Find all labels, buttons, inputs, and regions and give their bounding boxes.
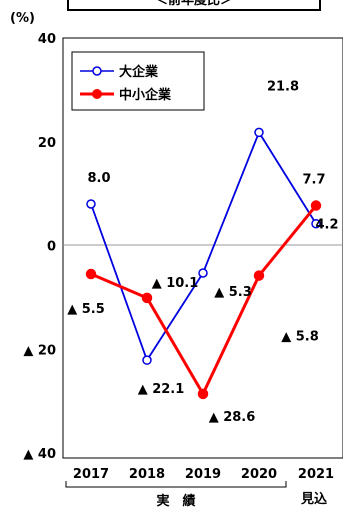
- data-point-sme: [85, 268, 97, 280]
- y-tick-label: ▲ 40: [23, 447, 56, 462]
- x-tick-label: 2021: [298, 467, 334, 482]
- legend: 大企業 中小企業: [71, 51, 205, 111]
- data-label-sme: ▲ 10.1: [152, 276, 199, 291]
- x-tick-label: 2018: [129, 467, 165, 482]
- plot-area-frame: [62, 37, 343, 459]
- y-axis-unit: (%): [10, 11, 35, 26]
- data-label-sme: ▲ 5.5: [67, 302, 105, 317]
- data-label-large: 4.2: [315, 218, 338, 233]
- data-point-sme: [197, 388, 209, 400]
- data-point-sme: [310, 200, 322, 211]
- y-tick-label: 40: [38, 32, 56, 47]
- legend-box: [71, 51, 205, 111]
- data-point-large: [198, 268, 208, 278]
- x-tick-label: 2017: [73, 467, 109, 482]
- data-label-sme: ▲ 28.6: [209, 410, 256, 425]
- data-label-sme: 7.7: [302, 173, 325, 188]
- x-tick-label: 2020: [241, 467, 277, 482]
- y-tick-label: ▲ 20: [23, 343, 56, 358]
- data-label-large: ▲ 5.3: [214, 285, 252, 300]
- data-point-sme: [253, 270, 265, 281]
- data-point-large: [311, 218, 321, 229]
- data-label-large: 21.8: [267, 79, 299, 94]
- legend-label-sme: 中小企業: [119, 87, 172, 103]
- group-label-forecast: 見込: [300, 491, 328, 507]
- group-label-actual: 実 績: [156, 493, 195, 509]
- y-tick-label: 20: [38, 136, 56, 151]
- legend-marker-large: [92, 66, 102, 76]
- data-label-sme: ▲ 5.8: [281, 330, 319, 345]
- chart-title: ＜前年度比＞: [155, 0, 233, 8]
- legend-label-large: 大企業: [119, 64, 159, 80]
- data-label-large: ▲ 22.1: [138, 382, 185, 397]
- data-point-large: [86, 199, 96, 209]
- actual-bracket: [65, 481, 287, 488]
- data-point-large: [254, 127, 264, 138]
- data-label-large: 8.0: [87, 171, 110, 186]
- x-tick-label: 2019: [185, 467, 221, 482]
- legend-marker-sme: [92, 89, 102, 99]
- y-tick-label: 0: [47, 240, 56, 255]
- data-point-large: [142, 355, 152, 365]
- title-box: [67, 0, 321, 11]
- data-point-sme: [141, 292, 153, 304]
